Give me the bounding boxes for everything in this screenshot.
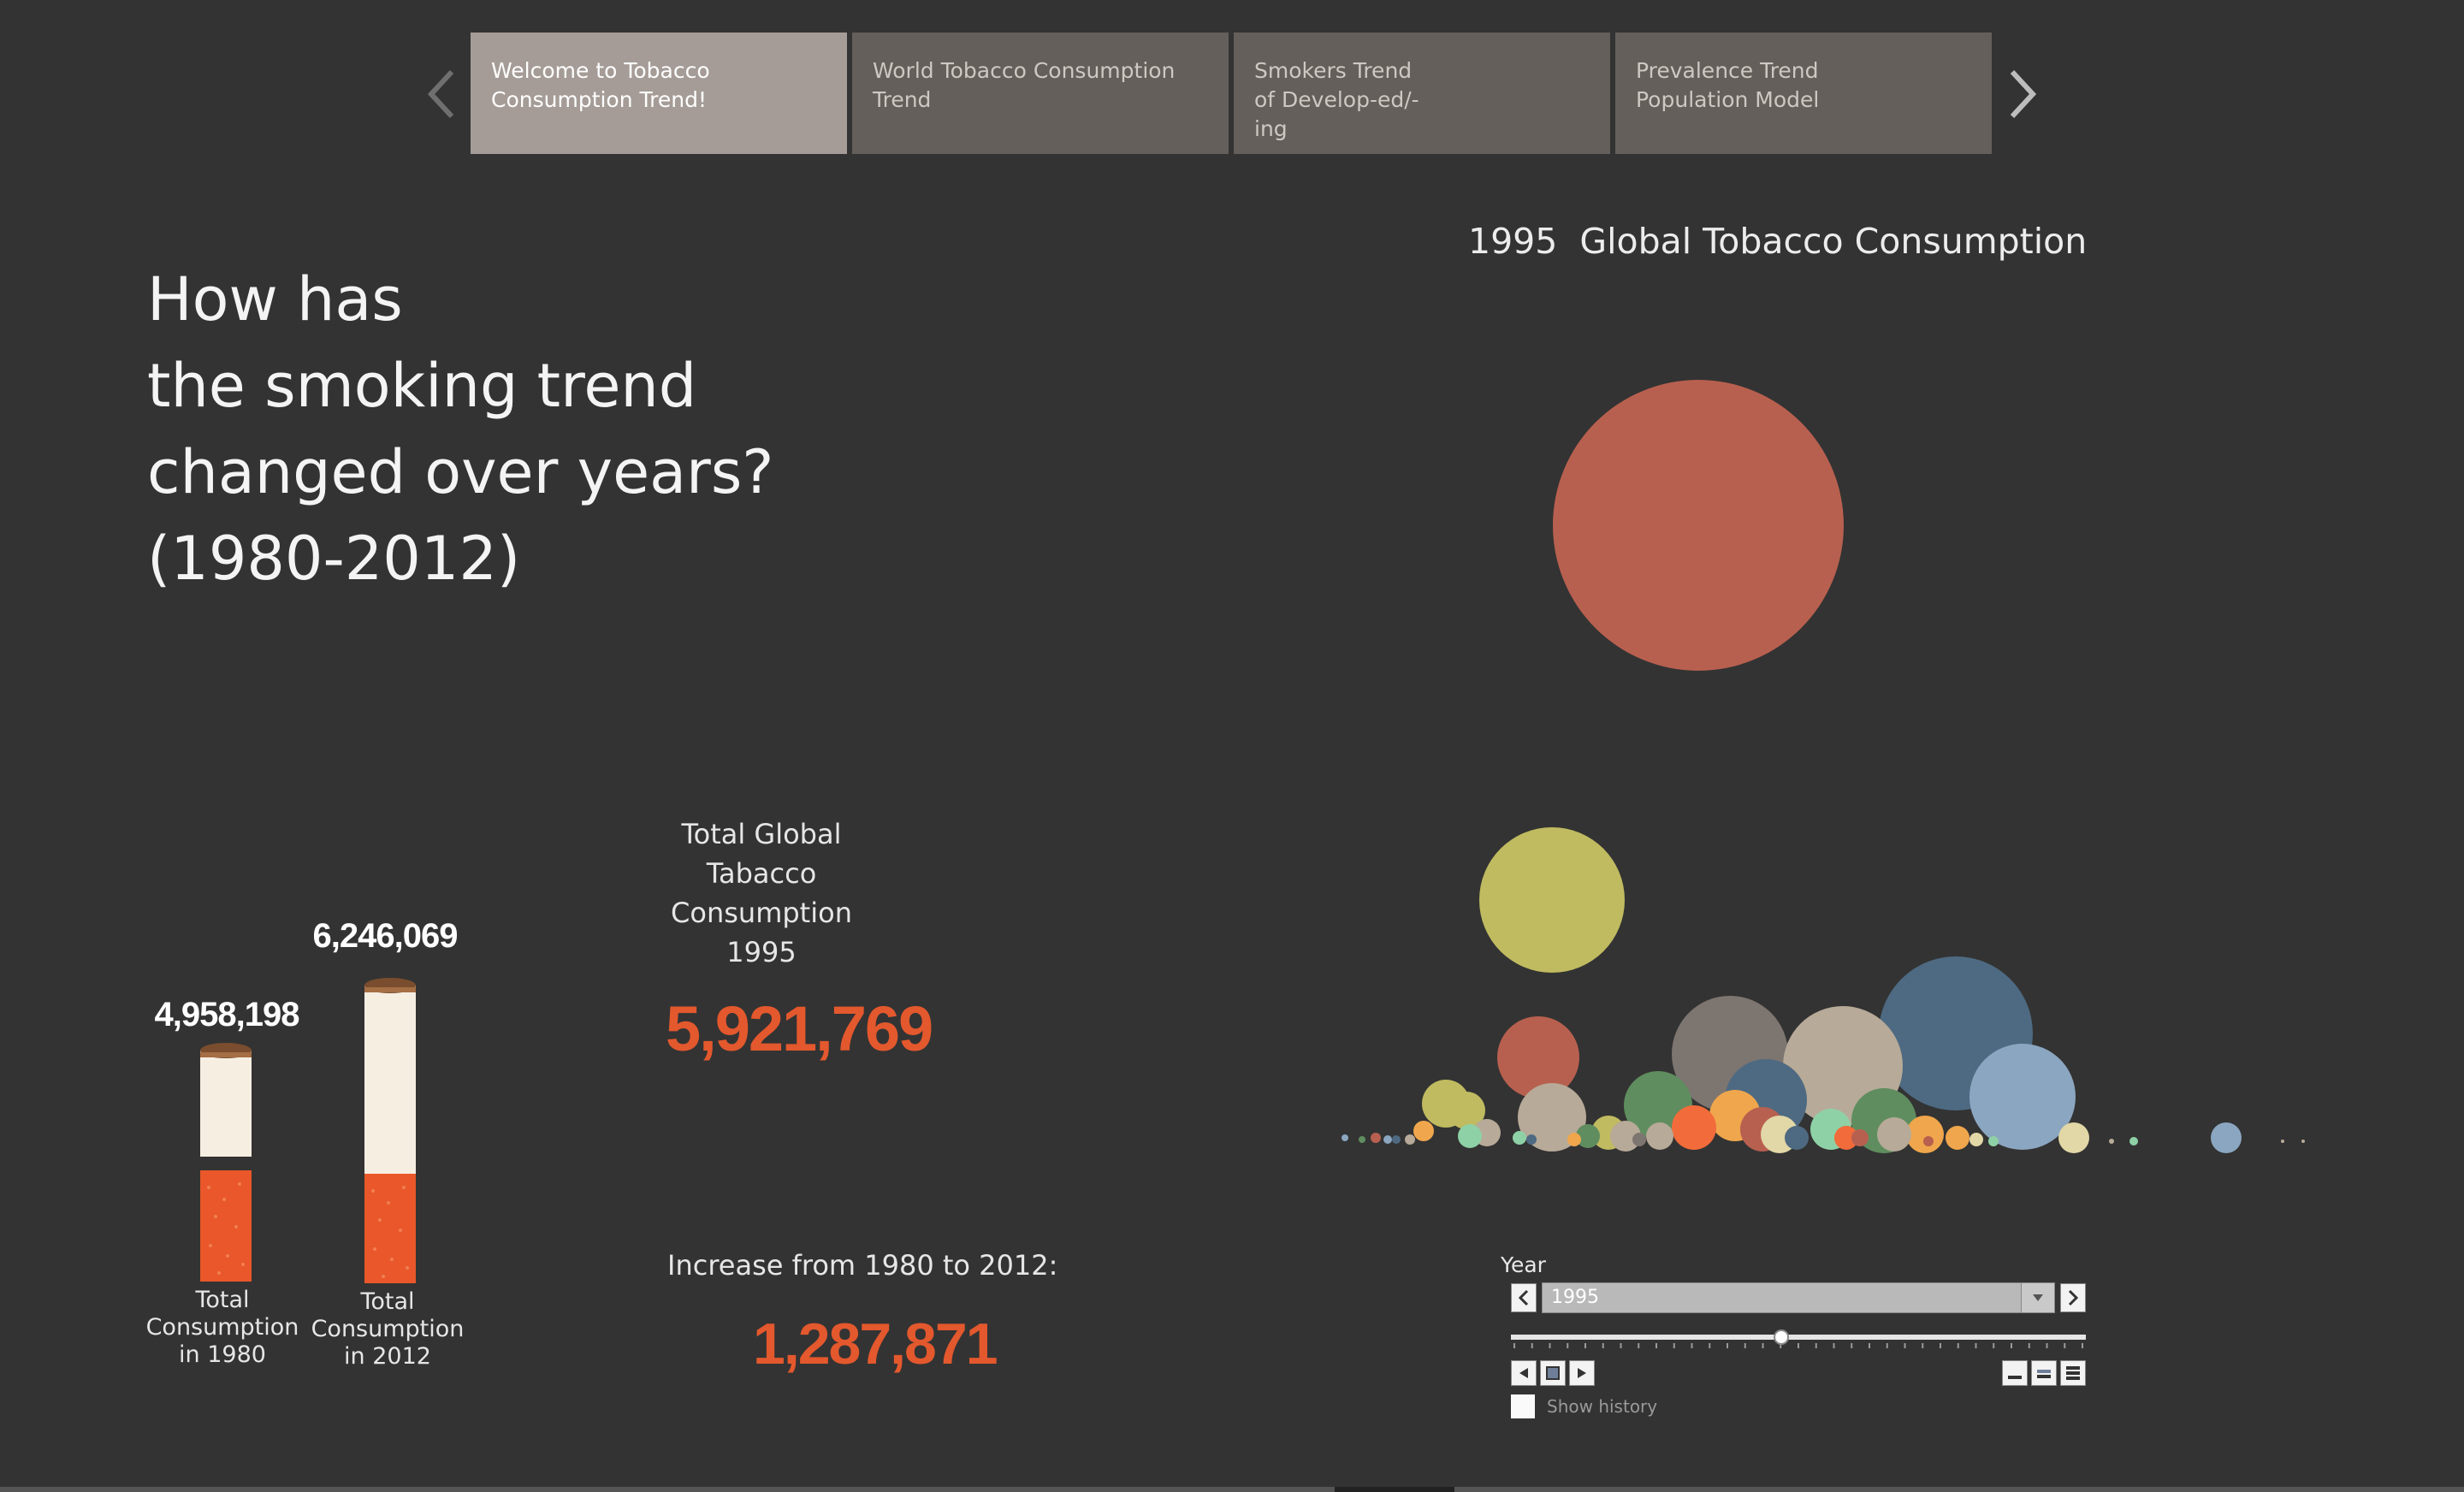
year-next-button[interactable] — [2060, 1283, 2086, 1312]
year-slider-handle[interactable] — [1774, 1329, 1790, 1345]
bubble[interactable] — [1906, 1116, 1944, 1153]
consumption-2012-value: 6,246,069 — [312, 917, 459, 955]
tab-welcome[interactable]: Welcome to Tobacco Consumption Trend! — [471, 33, 847, 154]
tab-smokers-trend[interactable]: Smokers Trend of Develop-ed/-ing — [1234, 33, 1610, 154]
year-slider[interactable] — [1507, 1326, 2089, 1360]
show-history-label: Show history — [1547, 1396, 1658, 1417]
speed-medium-button[interactable] — [2031, 1360, 2057, 1386]
bubble[interactable] — [1479, 827, 1625, 973]
playback-stop-button[interactable] — [1540, 1360, 1566, 1386]
year-filter-label: Year — [1501, 1252, 1546, 1277]
bubble[interactable] — [2058, 1122, 2089, 1153]
play-icon — [1578, 1368, 1586, 1378]
bubble[interactable] — [1342, 1134, 1348, 1141]
bubble[interactable] — [1610, 1121, 1641, 1152]
chevron-right-icon — [2010, 69, 2037, 119]
consumption-1980-value: 4,958,198 — [154, 996, 300, 1033]
speed-slow-icon — [2008, 1376, 2022, 1379]
speed-medium-icon — [2037, 1370, 2051, 1378]
title-line-4: (1980-2012) — [147, 524, 521, 594]
bubble[interactable] — [1383, 1135, 1392, 1144]
consumption-1980-label: Total Consumption in 1980 — [145, 1287, 299, 1368]
increase-value: 1,287,871 — [753, 1311, 998, 1377]
chart-title: 1995 Global Tobacco Consumption — [1468, 221, 2087, 262]
speed-fast-button[interactable] — [2060, 1360, 2086, 1386]
bubble[interactable] — [1392, 1135, 1401, 1144]
playback-forward-button[interactable] — [1569, 1360, 1595, 1386]
stop-icon — [1546, 1366, 1560, 1380]
bubble[interactable] — [1518, 1083, 1586, 1152]
scrollbar-thumb[interactable] — [1335, 1487, 1454, 1492]
show-history-checkbox[interactable] — [1511, 1394, 1535, 1418]
bubble[interactable] — [1567, 1133, 1581, 1146]
bubble[interactable] — [1359, 1136, 1365, 1143]
bubble[interactable] — [1526, 1134, 1537, 1145]
year-dropdown[interactable]: 1995 — [1542, 1282, 2055, 1313]
bubble[interactable] — [1834, 1126, 1858, 1150]
year-previous-button[interactable] — [1511, 1283, 1537, 1312]
bubble[interactable] — [1988, 1136, 1999, 1146]
title-line-3: changed over years? — [147, 437, 774, 507]
next-story-button[interactable] — [1997, 60, 2048, 128]
chevron-down-icon[interactable] — [2021, 1283, 2054, 1312]
show-history-toggle[interactable]: Show history — [1511, 1394, 1657, 1418]
bubble[interactable] — [1371, 1133, 1381, 1143]
bubble[interactable] — [1497, 1016, 1579, 1098]
chart-title-text: Global Tobacco Consumption — [1579, 221, 2088, 262]
step-back-icon — [1519, 1368, 1528, 1378]
tab-prevalence-trend[interactable]: Prevalence Trend Population Model — [1615, 33, 1992, 154]
bubble[interactable] — [1672, 1105, 1716, 1150]
bubble[interactable] — [2129, 1137, 2138, 1146]
speed-fast-icon — [2066, 1366, 2080, 1380]
bubble[interactable] — [1851, 1129, 1869, 1146]
bubble[interactable] — [1448, 1092, 1485, 1129]
bubble[interactable] — [1646, 1122, 1673, 1150]
bubble-chart — [1342, 380, 2305, 1153]
bubble[interactable] — [1632, 1133, 1646, 1146]
title-line-1: How has — [147, 264, 403, 335]
chevron-right-icon — [2068, 1289, 2079, 1306]
chart-year: 1995 — [1468, 221, 1558, 262]
bubble[interactable] — [1946, 1126, 1969, 1150]
bubble[interactable] — [2109, 1139, 2114, 1144]
bubble[interactable] — [1877, 1117, 1911, 1152]
chevron-left-icon — [1518, 1289, 1529, 1306]
bubble[interactable] — [1413, 1121, 1434, 1141]
bottom-divider — [0, 1487, 2464, 1492]
bubble[interactable] — [1576, 1124, 1600, 1148]
bubble[interactable] — [2301, 1140, 2305, 1143]
bubble[interactable] — [1785, 1126, 1809, 1150]
bubble[interactable] — [1969, 1044, 2076, 1150]
page-title: How has the smoking trend changed over y… — [147, 257, 773, 602]
tab-world-consumption-trend[interactable]: World Tobacco Consumption Trend — [852, 33, 1229, 154]
cigarette-2012-icon — [364, 978, 416, 1283]
speed-slow-button[interactable] — [2002, 1360, 2028, 1386]
increase-label: Increase from 1980 to 2012: — [667, 1249, 1058, 1282]
bubble[interactable] — [2281, 1140, 2284, 1143]
chevron-left-icon — [427, 69, 454, 119]
bubble[interactable] — [2211, 1122, 2242, 1153]
bubble-largest[interactable] — [1553, 380, 1844, 671]
year-dropdown-value: 1995 — [1551, 1287, 1599, 1308]
bubble[interactable] — [1923, 1136, 1934, 1146]
total-consumption-label: Total Global Tabacco Consumption 1995 — [671, 818, 852, 968]
previous-story-button[interactable] — [416, 60, 467, 128]
bubble[interactable] — [1405, 1134, 1415, 1145]
playback-back-button[interactable] — [1511, 1360, 1537, 1386]
bubble[interactable] — [1969, 1133, 1983, 1146]
title-line-2: the smoking trend — [147, 351, 697, 421]
total-consumption-value: 5,921,769 — [666, 993, 933, 1064]
bubble[interactable] — [1458, 1124, 1482, 1148]
cigarette-1980-icon — [200, 1043, 252, 1282]
bubble[interactable] — [1513, 1131, 1526, 1145]
consumption-2012-label: Total Consumption in 2012 — [311, 1288, 465, 1370]
